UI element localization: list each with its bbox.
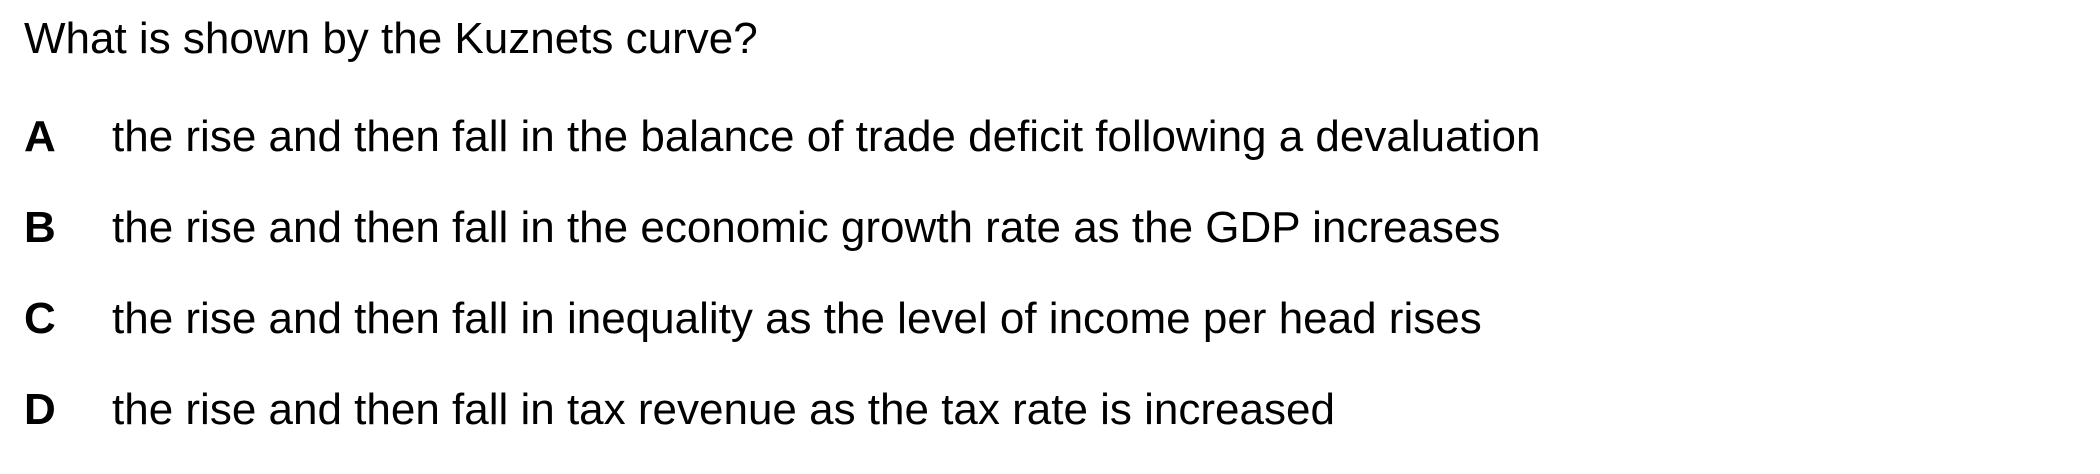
option-c[interactable]: C the rise and then fall in inequality a… (0, 292, 2100, 383)
question-text: What is shown by the Kuznets curve? (24, 14, 758, 63)
option-b[interactable]: B the rise and then fall in the economic… (0, 201, 2100, 292)
option-letter: C (24, 294, 56, 343)
option-text: the rise and then fall in the balance of… (112, 112, 1541, 161)
option-text: the rise and then fall in the economic g… (112, 203, 1501, 252)
option-text: the rise and then fall in tax revenue as… (112, 385, 1335, 434)
option-letter: B (24, 203, 56, 252)
option-a[interactable]: A the rise and then fall in the balance … (0, 110, 2100, 201)
answer-options: A the rise and then fall in the balance … (0, 110, 2100, 474)
option-d[interactable]: D the rise and then fall in tax revenue … (0, 383, 2100, 474)
option-letter: D (24, 385, 56, 434)
option-text: the rise and then fall in inequality as … (112, 294, 1482, 343)
option-letter: A (24, 112, 56, 161)
